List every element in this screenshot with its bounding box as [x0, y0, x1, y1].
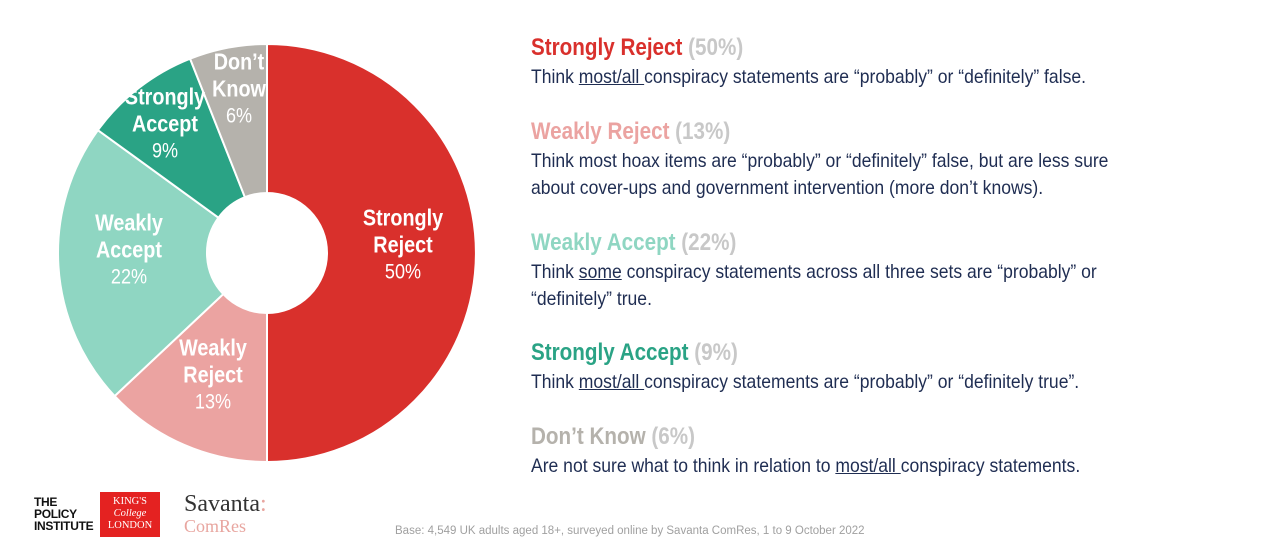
- policy-logo-line: POLICY: [34, 507, 77, 521]
- legend-title: Weakly Accept (22%): [531, 227, 1150, 259]
- slice-label-name: Reject: [373, 231, 433, 258]
- legend-text: conspiracy statements across all three s…: [531, 261, 1097, 310]
- legend-text: Think: [531, 261, 579, 283]
- slice-label-name: Know: [212, 75, 266, 102]
- legend-title: Don’t Know (6%): [531, 421, 1167, 453]
- policy-institute-logo: THE POLICY INSTITUTE: [34, 496, 104, 532]
- savanta-comres-logo: Savanta: ComRes: [184, 492, 304, 536]
- kings-logo-line: KING'S: [113, 496, 147, 507]
- legend-text: Think: [531, 66, 579, 88]
- slice-label-name: Reject: [183, 361, 243, 388]
- legend-entry: Don’t Know (6%) Are not sure what to thin…: [531, 421, 1271, 480]
- legend-emphasis: most/all: [578, 66, 645, 88]
- legend-title-text: Strongly Accept: [531, 339, 695, 366]
- savanta-colon: :: [259, 491, 267, 517]
- slice-label-name: Accept: [96, 236, 162, 263]
- slice-label-percent: 6%: [225, 104, 253, 128]
- legend-entry: Weakly Accept (22%) Think some conspiracy…: [531, 227, 1251, 313]
- donut-svg: [57, 42, 477, 464]
- slice-label-name: Strongly: [124, 83, 206, 110]
- base-note: Base: 4,549 UK adults aged 18+, surveyed…: [395, 525, 865, 537]
- slice-label: Weakly Accept 22%: [90, 210, 169, 291]
- slice-label-name: Accept: [132, 110, 198, 137]
- legend-text: conspiracy statements.: [900, 455, 1081, 477]
- slice-label-name: Weakly: [95, 209, 163, 236]
- legend-entry: Strongly Accept (9%) Think most/all consp…: [531, 337, 1271, 396]
- donut-slice-weakly-accept: [57, 128, 225, 398]
- legend-description: Think some conspiracy statements across …: [531, 259, 1179, 313]
- legend-text: Think: [531, 371, 579, 393]
- legend-title-percent: (6%): [651, 423, 695, 450]
- legend-title-percent: (9%): [694, 339, 738, 366]
- legend-text: Think most hoax items are “probably” or …: [531, 150, 1109, 199]
- slice-label-name: Weakly: [179, 334, 247, 361]
- legend-description: Are not sure what to think in relation t…: [531, 453, 1197, 480]
- policy-logo-line: INSTITUTE: [34, 519, 94, 533]
- legend-title: Weakly Reject (13%): [531, 116, 1120, 148]
- legend-description: Think most hoax items are “probably” or …: [531, 148, 1148, 202]
- legend-emphasis: most/all: [578, 371, 645, 393]
- slice-label: Strongly Reject 50%: [356, 205, 449, 286]
- slice-label-percent: 13%: [194, 390, 232, 414]
- kings-logo-line: LONDON: [107, 520, 153, 531]
- legend-title-text: Strongly Reject: [531, 34, 689, 61]
- slice-label-name: Don’t: [213, 48, 265, 75]
- legend-title: Strongly Reject (50%): [531, 32, 1167, 64]
- slice-label-percent: 50%: [384, 260, 422, 284]
- legend-title-text: Weakly Accept: [531, 229, 682, 256]
- slice-label-percent: 22%: [110, 265, 148, 289]
- legend-title-text: Don’t Know: [531, 423, 652, 450]
- legend-title-percent: (50%): [688, 34, 744, 61]
- legend-entry: Strongly Reject (50%) Think most/all cons…: [531, 32, 1271, 91]
- slice-label: Weakly Reject 13%: [174, 335, 253, 416]
- policy-logo-line: THE: [34, 495, 58, 509]
- kings-college-logo: KING'S College LONDON: [100, 492, 160, 537]
- donut-chart: Strongly Reject 50% Weakly Reject 13% Weakly Ac…: [0, 0, 540, 552]
- legend-description: Think most/all conspiracy statements are…: [531, 369, 1197, 396]
- kings-logo-line: College: [113, 508, 147, 519]
- slice-label: Strongly Accept 9%: [118, 84, 211, 165]
- comres-wordmark: ComRes: [184, 516, 247, 536]
- savanta-wordmark: Savanta: [184, 491, 260, 517]
- legend-title: Strongly Accept (9%): [531, 337, 1167, 369]
- legend-emphasis: some: [578, 261, 622, 283]
- legend-text: Are not sure what to think in relation t…: [531, 455, 836, 477]
- legend-title-text: Weakly Reject: [531, 118, 676, 145]
- donut-slice-weakly-reject: [113, 292, 268, 464]
- donut-slice-strongly-reject: [266, 42, 477, 464]
- legend-text: conspiracy statements are “probably” or …: [644, 371, 1080, 393]
- slice-label-name: Strongly: [362, 204, 444, 231]
- legend-text: conspiracy statements are “probably” or …: [644, 66, 1087, 88]
- donut-slice-don-t-know: [188, 42, 268, 199]
- legend-description: Think most/all conspiracy statements are…: [531, 64, 1197, 91]
- legend-title-percent: (22%): [681, 229, 737, 256]
- slice-label: Don’t Know 6%: [208, 49, 271, 130]
- legend-title-percent: (13%): [675, 118, 731, 145]
- slice-label-percent: 9%: [151, 139, 179, 163]
- legend-emphasis: most/all: [835, 455, 901, 477]
- legend-entry: Weakly Reject (13%) Think most hoax items…: [531, 116, 1216, 202]
